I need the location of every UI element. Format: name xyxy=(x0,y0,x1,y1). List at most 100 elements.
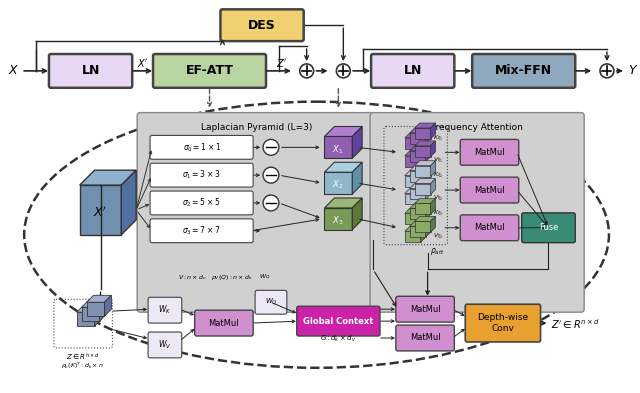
Polygon shape xyxy=(77,312,95,326)
Text: MatMul: MatMul xyxy=(474,223,505,232)
Polygon shape xyxy=(431,141,435,157)
Polygon shape xyxy=(415,204,431,214)
Polygon shape xyxy=(410,208,426,219)
Polygon shape xyxy=(415,166,431,176)
Polygon shape xyxy=(415,198,435,204)
Text: $X'$: $X'$ xyxy=(138,57,149,69)
Polygon shape xyxy=(415,128,431,139)
Polygon shape xyxy=(352,127,362,158)
Polygon shape xyxy=(404,213,420,224)
FancyBboxPatch shape xyxy=(472,54,575,88)
Polygon shape xyxy=(410,151,426,162)
Polygon shape xyxy=(404,156,420,167)
FancyBboxPatch shape xyxy=(150,191,253,215)
Polygon shape xyxy=(324,172,352,194)
Polygon shape xyxy=(82,307,99,321)
FancyBboxPatch shape xyxy=(396,296,454,322)
Text: $V_{\xi_2}$: $V_{\xi_2}$ xyxy=(433,194,443,204)
Text: $W_V$: $W_V$ xyxy=(158,339,172,351)
Polygon shape xyxy=(352,198,362,230)
Text: $W_Q$: $W_Q$ xyxy=(259,273,271,282)
Text: DES: DES xyxy=(248,19,276,32)
Polygon shape xyxy=(410,128,431,133)
Text: $W_K$: $W_K$ xyxy=(158,304,172,316)
Polygon shape xyxy=(410,184,431,189)
FancyBboxPatch shape xyxy=(195,310,253,336)
Text: MatMul: MatMul xyxy=(474,185,505,195)
Polygon shape xyxy=(431,123,435,139)
Text: $\sigma_0 = 1 \times 1$: $\sigma_0 = 1 \times 1$ xyxy=(182,141,221,154)
Polygon shape xyxy=(404,231,420,242)
Text: $Z \in R^{h \times d}$: $Z \in R^{h \times d}$ xyxy=(66,352,99,363)
Text: $K_{\xi_3}$: $K_{\xi_3}$ xyxy=(433,209,443,219)
Text: $X_3$: $X_3$ xyxy=(332,215,343,227)
Text: Mix-FFN: Mix-FFN xyxy=(495,64,552,77)
Polygon shape xyxy=(404,176,420,187)
Polygon shape xyxy=(99,300,106,321)
FancyBboxPatch shape xyxy=(220,9,304,41)
Polygon shape xyxy=(415,141,435,146)
Text: Depth-wise
Conv: Depth-wise Conv xyxy=(477,313,529,333)
Polygon shape xyxy=(122,170,136,235)
Polygon shape xyxy=(324,136,352,158)
Text: $K_{\xi_1}$: $K_{\xi_1}$ xyxy=(433,133,443,143)
Polygon shape xyxy=(415,179,435,184)
Polygon shape xyxy=(410,171,426,182)
Text: $V_{\xi_3}$: $V_{\xi_3}$ xyxy=(433,231,443,242)
Polygon shape xyxy=(420,133,426,149)
Polygon shape xyxy=(86,295,111,302)
FancyBboxPatch shape xyxy=(522,213,575,242)
Text: Global Context: Global Context xyxy=(303,317,374,326)
Text: Frequency Attention: Frequency Attention xyxy=(431,123,523,132)
Polygon shape xyxy=(80,185,122,235)
Polygon shape xyxy=(404,208,426,213)
Circle shape xyxy=(263,167,279,183)
Polygon shape xyxy=(324,162,362,172)
Text: $\rho_k(K)^T : d_k \times n$: $\rho_k(K)^T : d_k \times n$ xyxy=(61,361,104,371)
Polygon shape xyxy=(104,295,111,316)
FancyBboxPatch shape xyxy=(396,325,454,351)
Text: MatMul: MatMul xyxy=(209,319,239,328)
Polygon shape xyxy=(426,146,431,162)
Polygon shape xyxy=(420,151,426,167)
Polygon shape xyxy=(426,166,431,182)
Text: $X_1$: $X_1$ xyxy=(332,143,343,156)
Text: $Z' \in R^{n \times d}$: $Z' \in R^{n \times d}$ xyxy=(552,317,600,331)
Text: $V : n \times d_v$: $V : n \times d_v$ xyxy=(178,273,207,282)
FancyBboxPatch shape xyxy=(137,113,376,312)
Polygon shape xyxy=(415,146,431,157)
FancyBboxPatch shape xyxy=(370,113,584,312)
FancyBboxPatch shape xyxy=(150,163,253,187)
Polygon shape xyxy=(404,151,426,156)
FancyBboxPatch shape xyxy=(49,54,132,88)
Text: $X'$: $X'$ xyxy=(93,206,108,220)
Polygon shape xyxy=(95,305,102,326)
Polygon shape xyxy=(426,204,431,219)
Polygon shape xyxy=(415,184,431,195)
Text: Fuse: Fuse xyxy=(539,223,558,232)
FancyBboxPatch shape xyxy=(371,54,454,88)
Text: $\rho_{att}$: $\rho_{att}$ xyxy=(430,246,445,257)
Polygon shape xyxy=(410,204,431,208)
FancyBboxPatch shape xyxy=(460,177,519,203)
Polygon shape xyxy=(410,189,426,200)
Polygon shape xyxy=(420,208,426,224)
Polygon shape xyxy=(431,179,435,195)
Polygon shape xyxy=(86,302,104,316)
FancyBboxPatch shape xyxy=(255,290,287,314)
Text: $Z'$: $Z'$ xyxy=(276,57,287,69)
Polygon shape xyxy=(324,127,362,136)
Polygon shape xyxy=(404,193,420,204)
Text: LN: LN xyxy=(403,64,422,77)
FancyBboxPatch shape xyxy=(150,136,253,159)
Polygon shape xyxy=(410,221,431,226)
Polygon shape xyxy=(410,226,426,237)
Text: $X_2$: $X_2$ xyxy=(332,179,343,191)
Text: $K_{\xi_2}$: $K_{\xi_2}$ xyxy=(433,171,443,181)
Polygon shape xyxy=(415,217,435,221)
Polygon shape xyxy=(324,198,362,208)
Text: $\sigma_1 = 3 \times 3$: $\sigma_1 = 3 \times 3$ xyxy=(182,169,221,182)
Polygon shape xyxy=(420,171,426,187)
Circle shape xyxy=(300,64,314,78)
Polygon shape xyxy=(404,133,426,138)
